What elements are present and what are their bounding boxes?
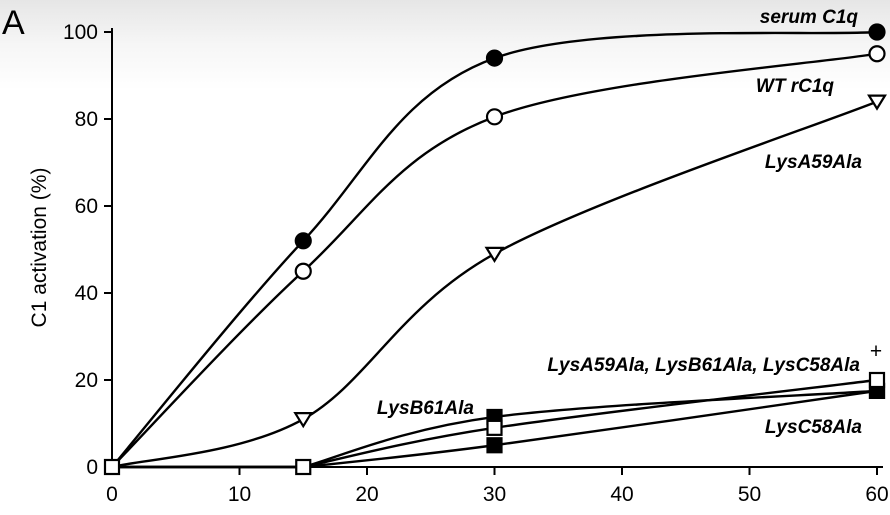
series-line-lysa59ala-lysb61ala-lysc58ala	[112, 378, 878, 469]
data-point-lysa59ala	[293, 412, 314, 429]
x-tick-label: 10	[228, 483, 251, 506]
data-point-serum-c1q	[294, 232, 312, 250]
y-axis-title: C1 activation (%)	[28, 168, 51, 328]
plus-annotation: +	[870, 340, 882, 363]
series-label-lysa59ala: LysA59Ala	[765, 152, 863, 173]
y-tick-label: 100	[63, 21, 98, 44]
data-point-wt-rc1q	[485, 108, 504, 126]
data-point-wt-rc1q	[868, 45, 886, 63]
data-point-lysa59ala	[867, 94, 887, 111]
series-label-lysa59ala-lysb61ala-lysc58ala: LysA59Ala, LysB61Ala, LysC58Ala	[547, 355, 860, 376]
series-label-lysb61ala: LysB61Ala	[377, 398, 475, 419]
x-tick-label: 0	[106, 483, 118, 506]
series-line-wt-rc1q	[111, 52, 878, 468]
series-line-serum-c1q	[111, 30, 878, 468]
y-tick-label: 80	[75, 108, 98, 131]
data-point-serum-c1q	[485, 49, 504, 67]
panel-letter: A	[2, 4, 25, 42]
y-tick-label: 40	[75, 282, 98, 305]
y-tick-label: 60	[75, 195, 98, 218]
x-tick-label: 30	[483, 483, 506, 506]
x-tick-label: 20	[355, 483, 378, 506]
series-line-lysc58ala	[112, 389, 878, 469]
data-point-lysc58ala	[486, 437, 503, 454]
data-point-origin	[103, 458, 121, 476]
data-point-lysa59ala	[484, 246, 505, 263]
series-line-lysb61ala	[112, 389, 878, 469]
data-point-wt-rc1q	[294, 262, 312, 280]
data-point-zero-15	[295, 458, 312, 476]
series-line-lysa59ala	[111, 100, 878, 469]
data-point-lysa59ala-lysb61ala-lysc58ala	[486, 419, 503, 436]
series-label-serum-c1q: serum C1q	[760, 7, 859, 28]
series-lines	[111, 30, 878, 469]
series-label-wt-rc1q: WT rC1q	[756, 76, 835, 97]
x-tick-label: 60	[865, 483, 888, 506]
x-tick-label: 40	[610, 483, 633, 506]
data-point-lysa59ala-lysb61ala-lysc58ala	[868, 371, 886, 389]
series-label-lysc58ala: LysC58Ala	[765, 417, 863, 438]
series-markers	[103, 23, 887, 476]
y-tick-label: 20	[75, 369, 98, 392]
x-tick-label: 50	[738, 483, 761, 506]
y-tick-label: 0	[86, 456, 98, 479]
data-point-serum-c1q	[868, 23, 886, 41]
tick-labels: 0 10 20 30 40 50 60 0 20 40 60 80 100	[63, 21, 889, 506]
series-labels: serum C1q WT rC1q LysA59Ala LysB61Ala LysC58…	[377, 7, 882, 438]
